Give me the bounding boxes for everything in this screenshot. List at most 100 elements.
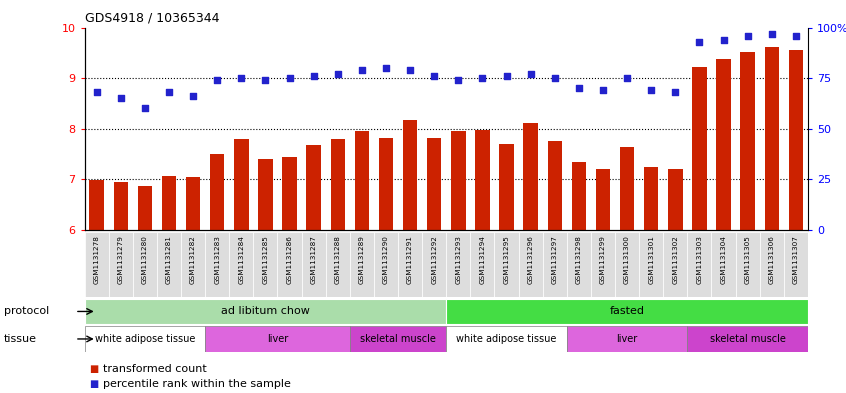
Text: fasted: fasted: [610, 307, 645, 316]
Point: [355, 67, 369, 73]
FancyBboxPatch shape: [711, 232, 735, 297]
FancyBboxPatch shape: [783, 232, 808, 297]
FancyBboxPatch shape: [519, 232, 543, 297]
FancyBboxPatch shape: [494, 232, 519, 297]
Bar: [765, 47, 779, 230]
FancyBboxPatch shape: [470, 232, 494, 297]
Text: GSM1131297: GSM1131297: [552, 235, 558, 284]
Text: GSM1131296: GSM1131296: [528, 235, 534, 284]
Text: GSM1131287: GSM1131287: [310, 235, 316, 284]
FancyBboxPatch shape: [447, 299, 808, 324]
Bar: [547, 141, 562, 230]
FancyBboxPatch shape: [85, 299, 447, 324]
Bar: [740, 52, 755, 230]
FancyBboxPatch shape: [301, 232, 326, 297]
FancyBboxPatch shape: [133, 232, 157, 297]
Point: [283, 75, 296, 81]
Text: GSM1131305: GSM1131305: [744, 235, 750, 284]
FancyBboxPatch shape: [687, 232, 711, 297]
FancyBboxPatch shape: [447, 326, 567, 352]
Bar: [258, 159, 272, 230]
Bar: [644, 167, 658, 230]
FancyBboxPatch shape: [374, 232, 398, 297]
Point: [620, 75, 634, 81]
Text: transformed count: transformed count: [103, 364, 207, 374]
Point: [331, 71, 344, 77]
Bar: [162, 176, 176, 230]
Text: GSM1131286: GSM1131286: [287, 235, 293, 284]
Text: GSM1131291: GSM1131291: [407, 235, 413, 284]
Text: white adipose tissue: white adipose tissue: [456, 334, 557, 344]
Point: [307, 73, 321, 79]
FancyBboxPatch shape: [687, 326, 808, 352]
FancyBboxPatch shape: [349, 326, 447, 352]
Point: [717, 37, 730, 43]
Point: [211, 77, 224, 83]
Bar: [234, 139, 249, 230]
Point: [548, 75, 562, 81]
FancyBboxPatch shape: [735, 232, 760, 297]
Point: [162, 89, 176, 95]
Bar: [451, 131, 465, 230]
Bar: [668, 169, 683, 230]
Text: GSM1131283: GSM1131283: [214, 235, 220, 284]
Bar: [186, 177, 201, 230]
Text: GSM1131288: GSM1131288: [335, 235, 341, 284]
Text: white adipose tissue: white adipose tissue: [95, 334, 195, 344]
FancyBboxPatch shape: [591, 232, 615, 297]
Text: GSM1131295: GSM1131295: [503, 235, 509, 284]
FancyBboxPatch shape: [639, 232, 663, 297]
Text: GSM1131301: GSM1131301: [648, 235, 654, 284]
Text: GSM1131299: GSM1131299: [600, 235, 606, 284]
Text: GSM1131307: GSM1131307: [793, 235, 799, 284]
Text: GSM1131306: GSM1131306: [769, 235, 775, 284]
Bar: [331, 139, 345, 230]
Bar: [306, 145, 321, 230]
Text: GSM1131278: GSM1131278: [94, 235, 100, 284]
FancyBboxPatch shape: [349, 232, 374, 297]
Bar: [475, 130, 490, 230]
FancyBboxPatch shape: [85, 232, 108, 297]
Bar: [379, 138, 393, 230]
FancyBboxPatch shape: [205, 326, 349, 352]
Bar: [717, 59, 731, 230]
FancyBboxPatch shape: [567, 326, 687, 352]
Point: [379, 65, 393, 71]
Point: [693, 39, 706, 45]
Point: [404, 67, 417, 73]
Text: GSM1131280: GSM1131280: [142, 235, 148, 284]
Point: [789, 33, 803, 39]
Bar: [113, 182, 128, 230]
Point: [524, 71, 537, 77]
Text: ■: ■: [89, 379, 98, 389]
Text: GSM1131304: GSM1131304: [721, 235, 727, 284]
FancyBboxPatch shape: [326, 232, 349, 297]
Text: GSM1131289: GSM1131289: [359, 235, 365, 284]
Text: GSM1131294: GSM1131294: [480, 235, 486, 284]
Point: [596, 87, 610, 94]
Bar: [354, 131, 369, 230]
Point: [234, 75, 248, 81]
FancyBboxPatch shape: [422, 232, 447, 297]
Text: GSM1131279: GSM1131279: [118, 235, 124, 284]
FancyBboxPatch shape: [398, 232, 422, 297]
Bar: [524, 123, 538, 230]
Text: GSM1131292: GSM1131292: [431, 235, 437, 284]
Point: [138, 105, 151, 112]
FancyBboxPatch shape: [567, 232, 591, 297]
FancyBboxPatch shape: [663, 232, 687, 297]
Text: GSM1131290: GSM1131290: [383, 235, 389, 284]
Bar: [138, 186, 152, 230]
Bar: [427, 138, 442, 230]
Point: [645, 87, 658, 94]
FancyBboxPatch shape: [277, 232, 301, 297]
Text: GSM1131284: GSM1131284: [239, 235, 244, 284]
Point: [90, 89, 103, 95]
Text: GDS4918 / 10365344: GDS4918 / 10365344: [85, 12, 219, 25]
Bar: [283, 157, 297, 230]
FancyBboxPatch shape: [760, 232, 783, 297]
Text: tissue: tissue: [4, 334, 37, 344]
Point: [427, 73, 441, 79]
FancyBboxPatch shape: [157, 232, 181, 297]
FancyBboxPatch shape: [615, 232, 639, 297]
